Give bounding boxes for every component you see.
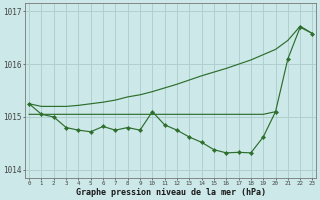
X-axis label: Graphe pression niveau de la mer (hPa): Graphe pression niveau de la mer (hPa)	[76, 188, 266, 197]
